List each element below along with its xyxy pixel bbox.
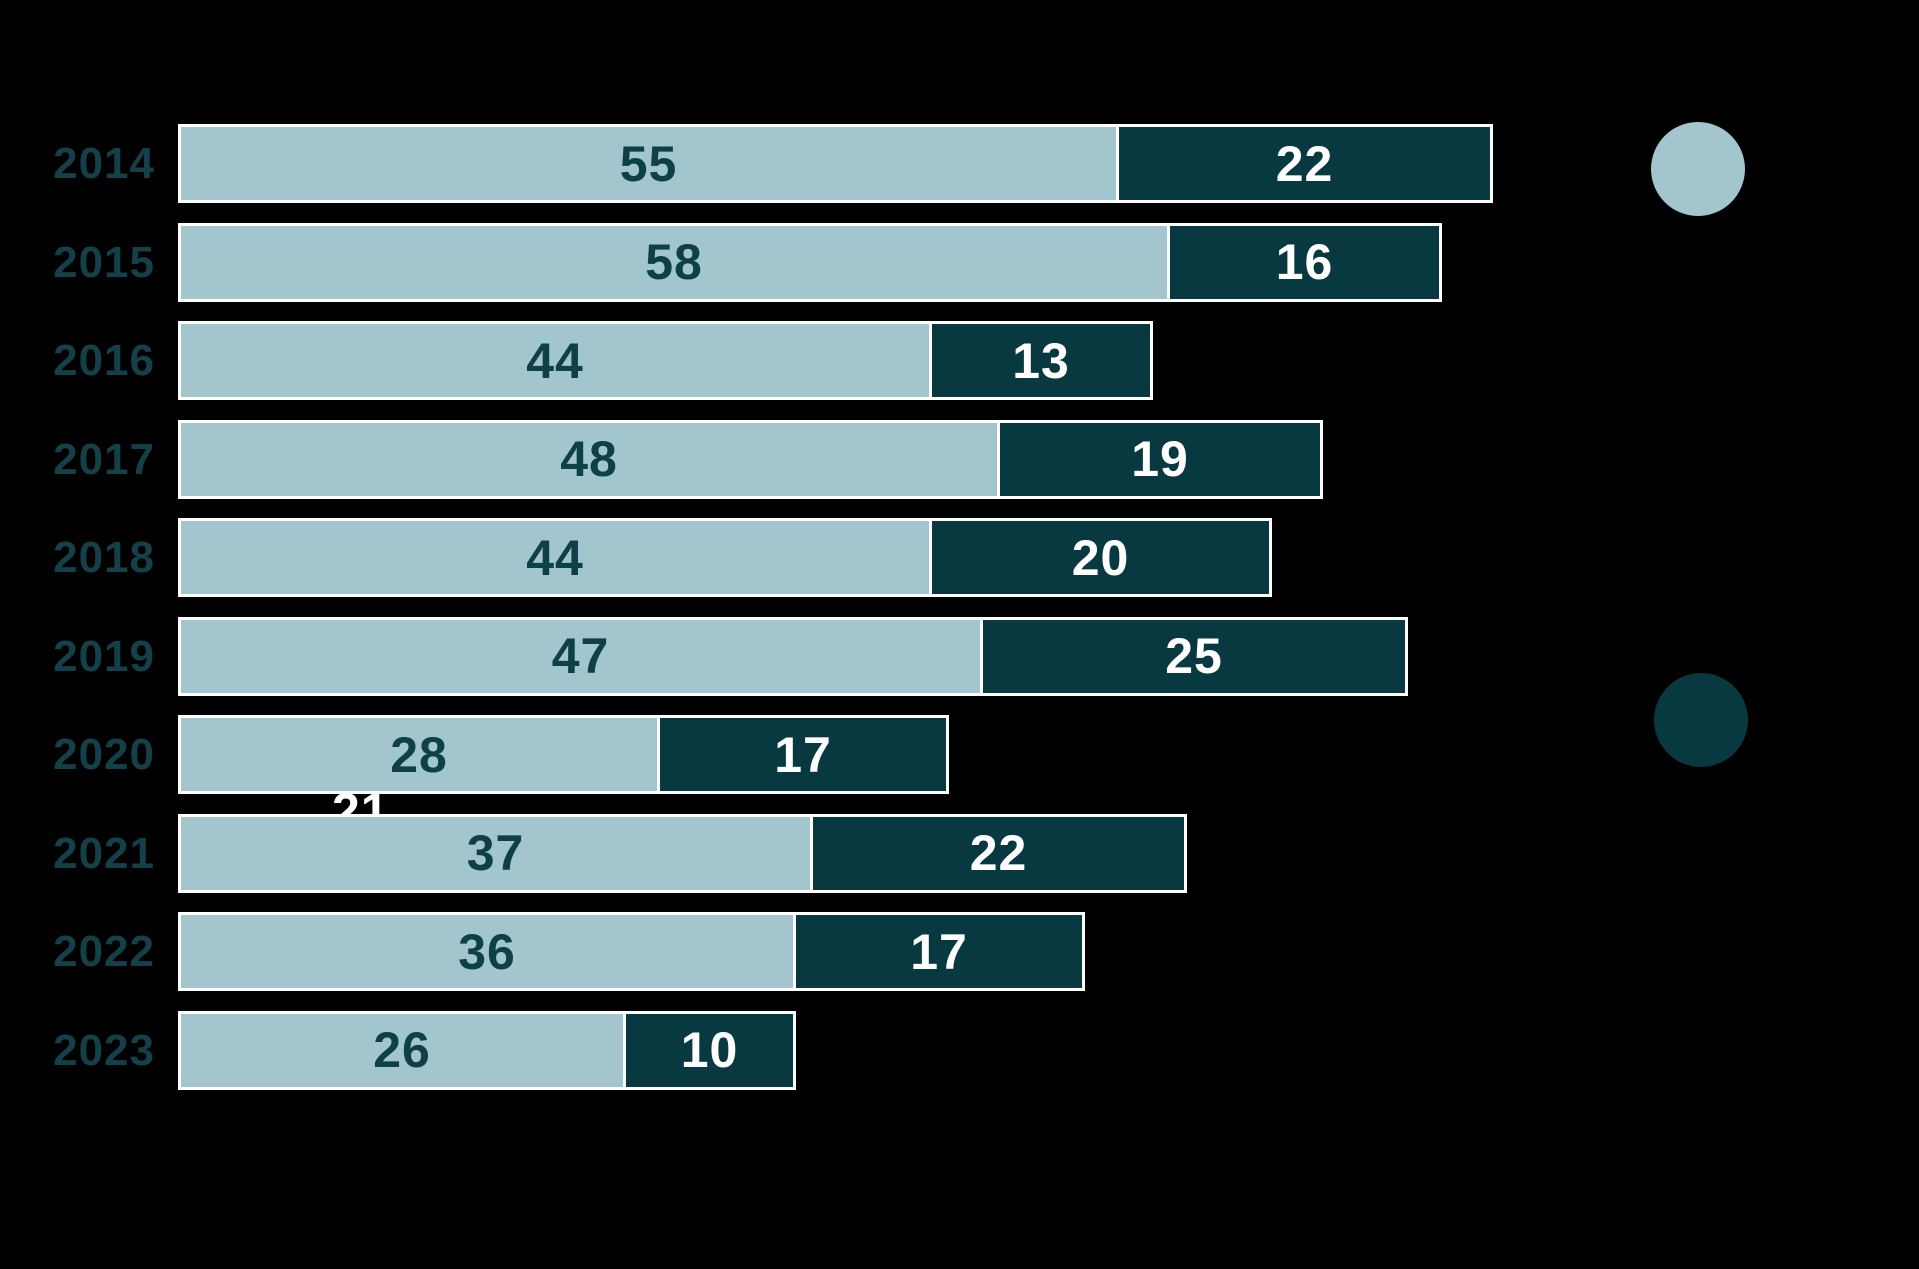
bar-value-label: 58 [645,234,703,290]
bar-segment-dark: 10 [623,1013,793,1087]
chart-row-2023: 2023 26 10 [30,1010,796,1090]
category-label: 2020 [53,730,155,779]
bar-value-label: 13 [1012,332,1070,389]
bar-value-label: 44 [526,332,584,389]
bar-value-label: 25 [1165,628,1223,684]
chart-row-2016: 2016 44 13 [30,321,1153,400]
category-label: 2019 [53,631,155,681]
stacked-bar: 58 16 [178,222,1442,302]
bar-segment-light: 28 [181,718,657,791]
bar-value-label: 22 [969,825,1028,881]
bar-segment-light: 44 [181,324,929,397]
bar-value-label: 55 [619,135,678,192]
bar-value-label: 22 [1275,135,1334,192]
chart-row-2017: 2017 48 19 [30,419,1323,499]
category-label: 2017 [53,434,155,484]
stacked-bar: 44 20 [178,518,1272,597]
category-label: 2022 [53,927,155,976]
legend-swatch-dark-circle [1654,673,1748,767]
bar-segment-dark: 25 [980,619,1405,693]
bar-segment-light: 55 [181,127,1116,200]
stacked-bar: 47 25 [178,616,1408,696]
category-label: 2015 [53,237,155,287]
stacked-bar: 55 22 [178,124,1493,203]
chart-row-2018: 2018 44 20 [30,518,1272,597]
legend-swatch-light-circle [1651,122,1745,216]
category-label: 2016 [53,336,155,385]
chart-row-2014: 2014 55 22 [30,124,1493,203]
bar-segment-light: 47 [181,619,980,693]
bar-segment-dark: 16 [1167,225,1439,299]
bar-segment-dark: 17 [657,718,946,791]
stacked-bar: 36 17 [178,912,1085,991]
chart-row-2022: 2022 36 17 [30,912,1085,991]
bar-segment-dark: 13 [929,324,1150,397]
bar-segment-dark: 22 [810,816,1184,890]
stacked-bar: 26 10 [178,1010,796,1090]
bar-value-label: 47 [551,628,610,684]
bar-segment-light: 26 [181,1013,623,1087]
bar-segment-dark: 20 [929,521,1269,594]
bar-segment-light: 58 [181,225,1167,299]
bar-segment-light: 36 [181,915,793,988]
bar-segment-light: 48 [181,422,997,496]
bar-value-label: 17 [774,726,832,783]
bar-value-label: 17 [910,923,968,980]
bar-segment-light: 44 [181,521,929,594]
bar-value-label: 10 [680,1022,739,1078]
stacked-bar: 28 17 [178,715,949,794]
chart-row-2020: 2020 28 17 [30,715,949,794]
category-label: 2021 [53,828,155,878]
bar-value-label: 28 [390,726,448,783]
bar-value-label: 16 [1275,234,1334,290]
bar-value-label: 36 [458,923,516,980]
bar-segment-dark: 22 [1116,127,1490,200]
bar-segment-light: 37 [181,816,810,890]
category-label: 2014 [53,139,155,188]
stacked-bar: 44 13 [178,321,1153,400]
bar-value-label: 44 [526,529,584,586]
stacked-bar: 48 19 [178,419,1323,499]
bar-segment-dark: 17 [793,915,1082,988]
chart-row-2021: 2021 37 22 [30,813,1187,893]
bar-value-label: 37 [466,825,525,881]
chart-row-2019: 2019 47 25 [30,616,1408,696]
bar-value-label: 26 [373,1022,431,1078]
chart-row-2015: 2015 58 16 [30,222,1442,302]
category-label: 2018 [53,533,155,582]
bar-segment-dark: 19 [997,422,1320,496]
bar-value-label: 19 [1131,431,1189,487]
bar-value-label: 48 [560,431,618,487]
category-label: 2023 [53,1025,155,1075]
bar-value-label: 20 [1071,529,1130,586]
stacked-bar: 37 22 [178,813,1187,893]
